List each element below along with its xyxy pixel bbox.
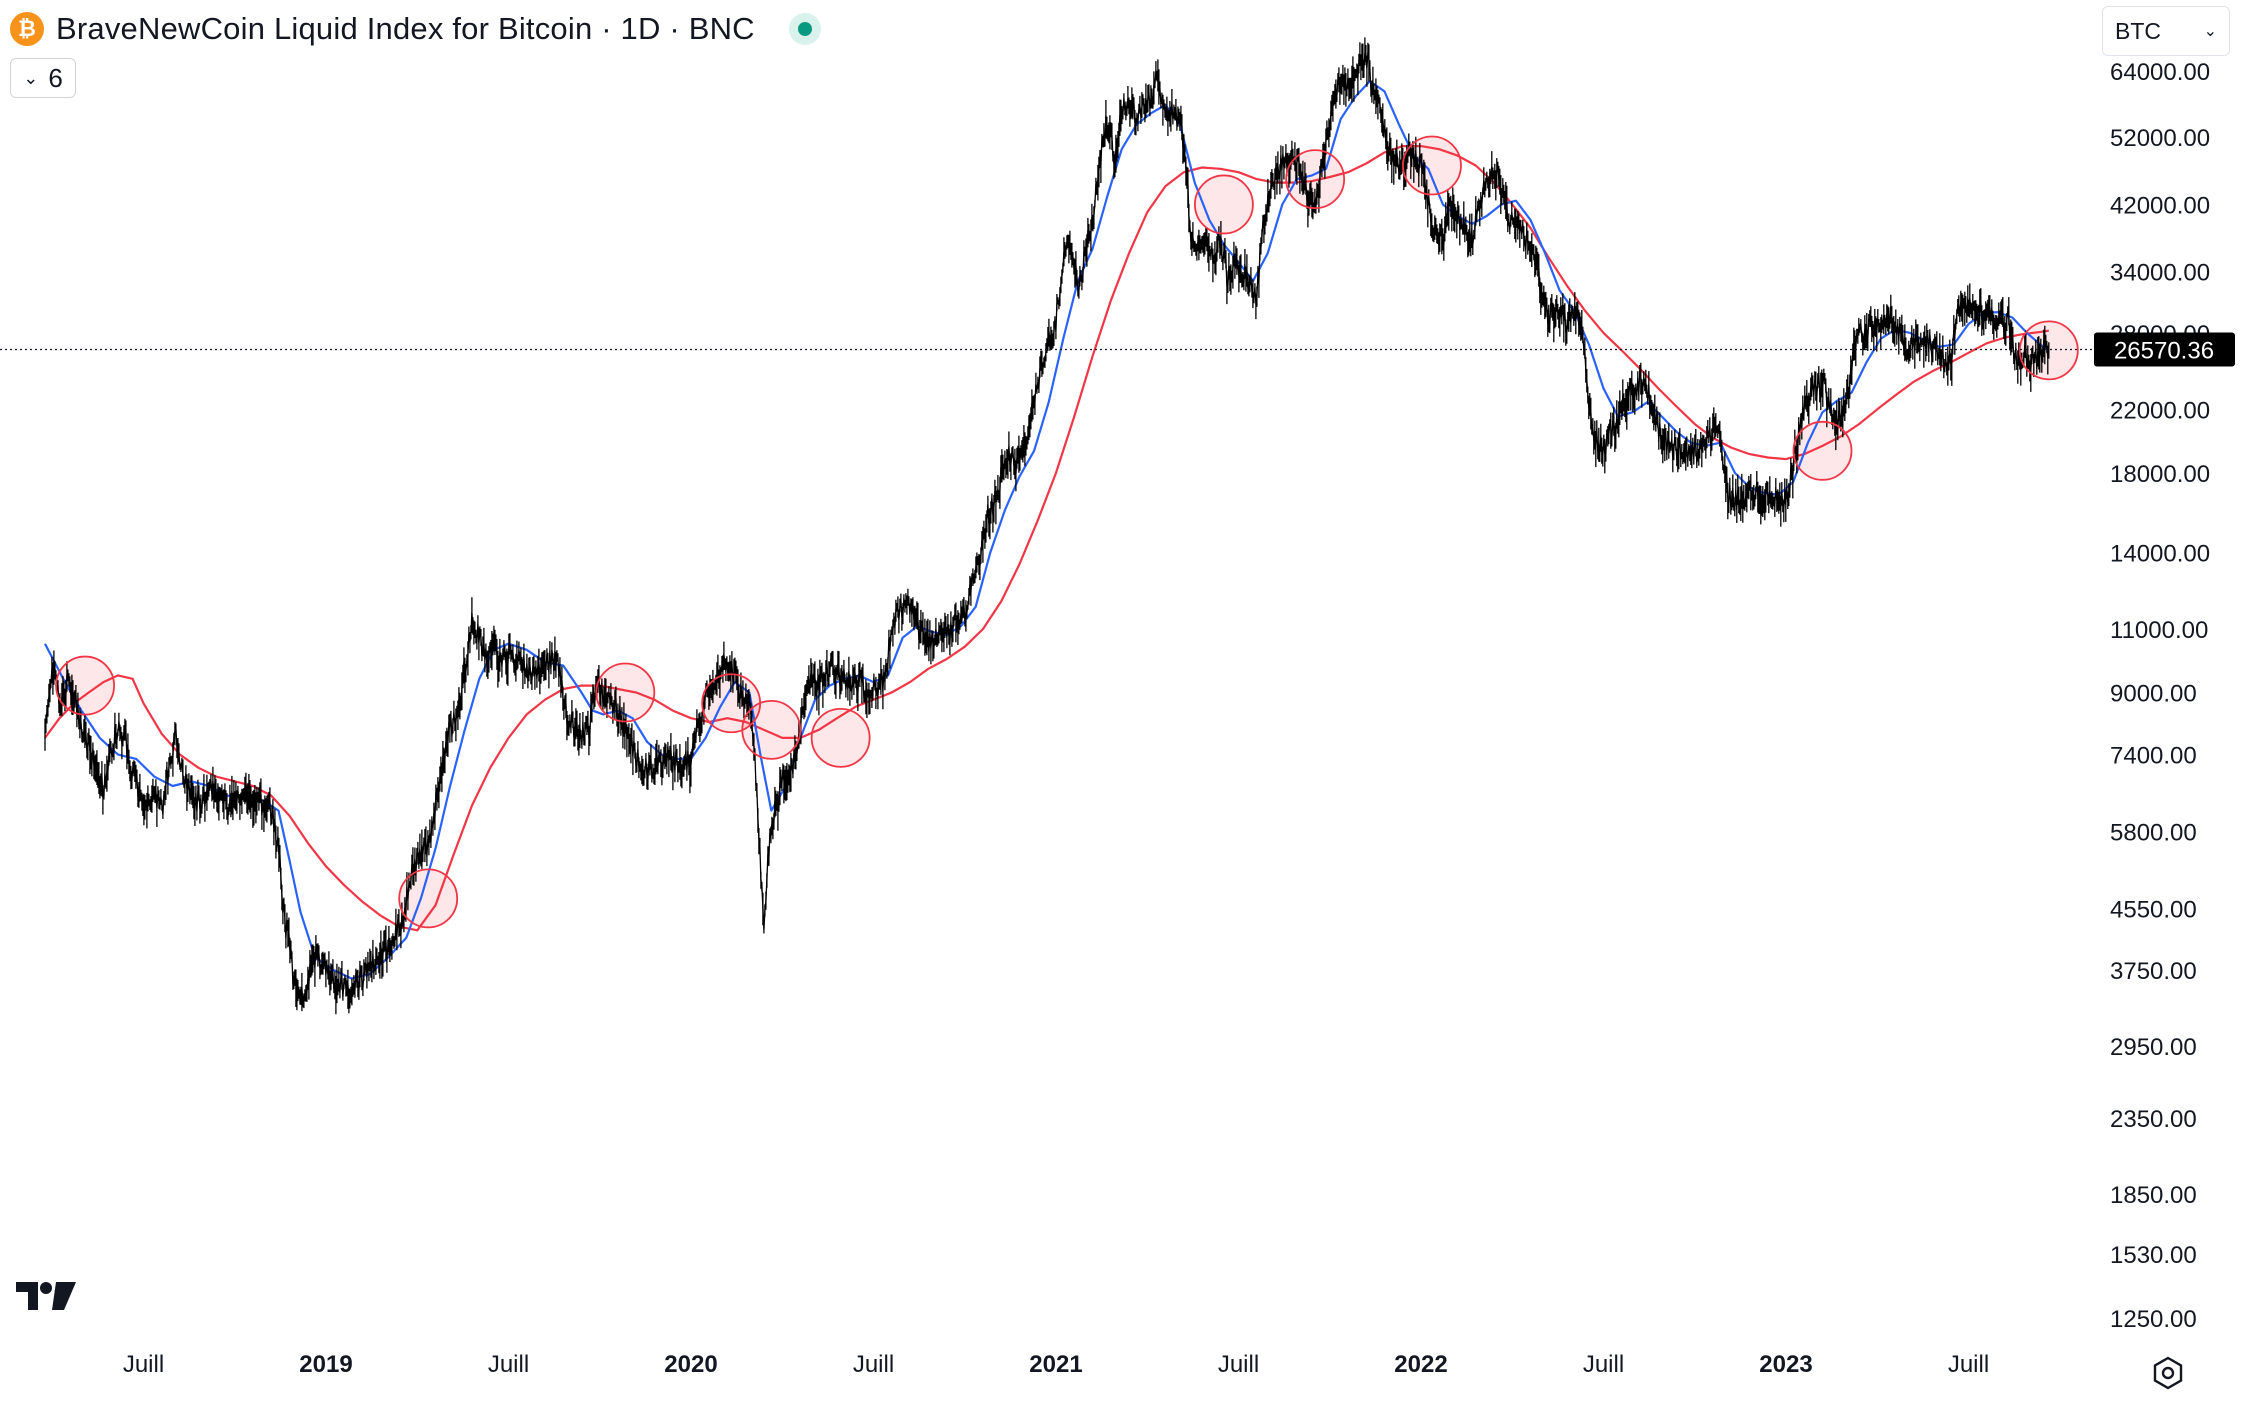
annotation-circle-fill-2 — [596, 663, 655, 722]
price-line[interactable] — [44, 52, 2050, 1003]
y-tick-label-7: 14000.00 — [2110, 541, 2210, 568]
y-tick-label-5: 22000.00 — [2110, 397, 2210, 424]
x-tick-label-2: Juill — [488, 1351, 529, 1378]
tradingview-logo-icon[interactable] — [16, 1282, 78, 1312]
annotation-circle-outlines — [55, 135, 2079, 929]
x-tick-label-3: 2020 — [664, 1351, 717, 1378]
y-tick-label-13: 3750.00 — [2110, 958, 2197, 985]
market-status-icon[interactable] — [788, 13, 821, 45]
y-tick-label-2: 42000.00 — [2110, 192, 2210, 219]
currency-select[interactable]: BTC ⌄ — [2102, 6, 2230, 56]
y-tick-label-8: 11000.00 — [2110, 617, 2208, 644]
x-tick-label-1: 2019 — [299, 1351, 352, 1378]
time-axis[interactable]: Juill 2019 Juill 2020 Juill 2021 Juill 2022 Juil… — [123, 1351, 1989, 1378]
bitcoin-icon-glyph: ₿ — [18, 16, 36, 41]
annotation-circle-6[interactable] — [1194, 174, 1254, 235]
last-price-label-layer: 26570.36 — [2094, 332, 2235, 367]
x-tick-label-8: Juill — [1583, 1351, 1624, 1378]
annotation-circle-9[interactable] — [1792, 420, 1853, 481]
fast-ma-layer — [44, 80, 2050, 980]
annotation-circle-0[interactable] — [55, 655, 115, 716]
x-tick-label-6: Juill — [1218, 1351, 1259, 1378]
price-layer — [44, 37, 2050, 1015]
y-tick-label-16: 1850.00 — [2110, 1182, 2197, 1209]
annotation-circle-10[interactable] — [2018, 320, 2079, 381]
slow-ma-layer — [44, 145, 2049, 932]
x-tick-label-0: Juill — [123, 1351, 164, 1378]
x-tick-label-7: 2022 — [1394, 1351, 1447, 1378]
y-tick-label-10: 7400.00 — [2110, 743, 2197, 770]
fast-moving-average-line[interactable] — [44, 80, 2050, 980]
y-tick-label-6: 18000.00 — [2110, 461, 2210, 488]
annotation-circles — [56, 136, 2078, 928]
currency-value: BTC — [2115, 17, 2161, 44]
market-open-dot — [797, 22, 812, 36]
y-tick-label-17: 1530.00 — [2110, 1242, 2197, 1269]
y-tick-label-11: 5800.00 — [2110, 820, 2197, 847]
symbol-title[interactable]: BraveNewCoin Liquid Index for Bitcoin · … — [56, 11, 755, 46]
annotation-circle-4[interactable] — [741, 699, 802, 760]
x-tick-label-5: 2021 — [1029, 1351, 1082, 1378]
y-tick-label-1: 52000.00 — [2110, 125, 2210, 152]
x-tick-label-10: Juill — [1948, 1351, 1989, 1378]
y-tick-label-3: 34000.00 — [2110, 259, 2210, 286]
annotation-circle-fill-5 — [811, 708, 870, 767]
y-tick-label-0: 64000.00 — [2110, 59, 2210, 86]
annotation-circle-7[interactable] — [1285, 149, 1346, 209]
annotation-circle-5[interactable] — [810, 707, 871, 768]
indicators-count: 6 — [48, 62, 63, 93]
chevron-down-icon: ⌄ — [2203, 23, 2217, 40]
bitcoin-icon: ₿ — [10, 12, 44, 46]
last-price-badge — [2094, 332, 2235, 367]
y-tick-label-12: 4550.00 — [2110, 897, 2197, 924]
slow-moving-average-line[interactable] — [44, 145, 2049, 932]
chevron-down-icon: ⌄ — [23, 67, 39, 88]
y-tick-label-14: 2950.00 — [2110, 1034, 2197, 1061]
y-tick-label-15: 2350.00 — [2110, 1106, 2197, 1133]
x-tick-label-9: 2023 — [1759, 1351, 1812, 1378]
price-axis[interactable]: 64000.0052000.0042000.0034000.0028000.00… — [2110, 59, 2210, 1333]
y-tick-label-9: 9000.00 — [2110, 681, 2197, 708]
y-tick-label-18: 1250.00 — [2110, 1306, 2197, 1333]
annotation-circle-1[interactable] — [398, 868, 459, 929]
last-price-label: 26570.36 — [2114, 338, 2214, 365]
annotation-circle-8[interactable] — [1402, 135, 1462, 196]
annotation-circle-2[interactable] — [595, 662, 656, 723]
chart-header: ₿ BraveNewCoin Liquid Index for Bitcoin … — [10, 8, 821, 50]
annotation-circle-fill-9 — [1793, 421, 1852, 480]
price-wicks — [44, 37, 2050, 1015]
settings-gear-icon[interactable] — [2150, 1355, 2186, 1391]
x-tick-label-4: Juill — [853, 1351, 894, 1378]
indicators-toggle-button[interactable]: ⌄ 6 — [10, 58, 76, 98]
